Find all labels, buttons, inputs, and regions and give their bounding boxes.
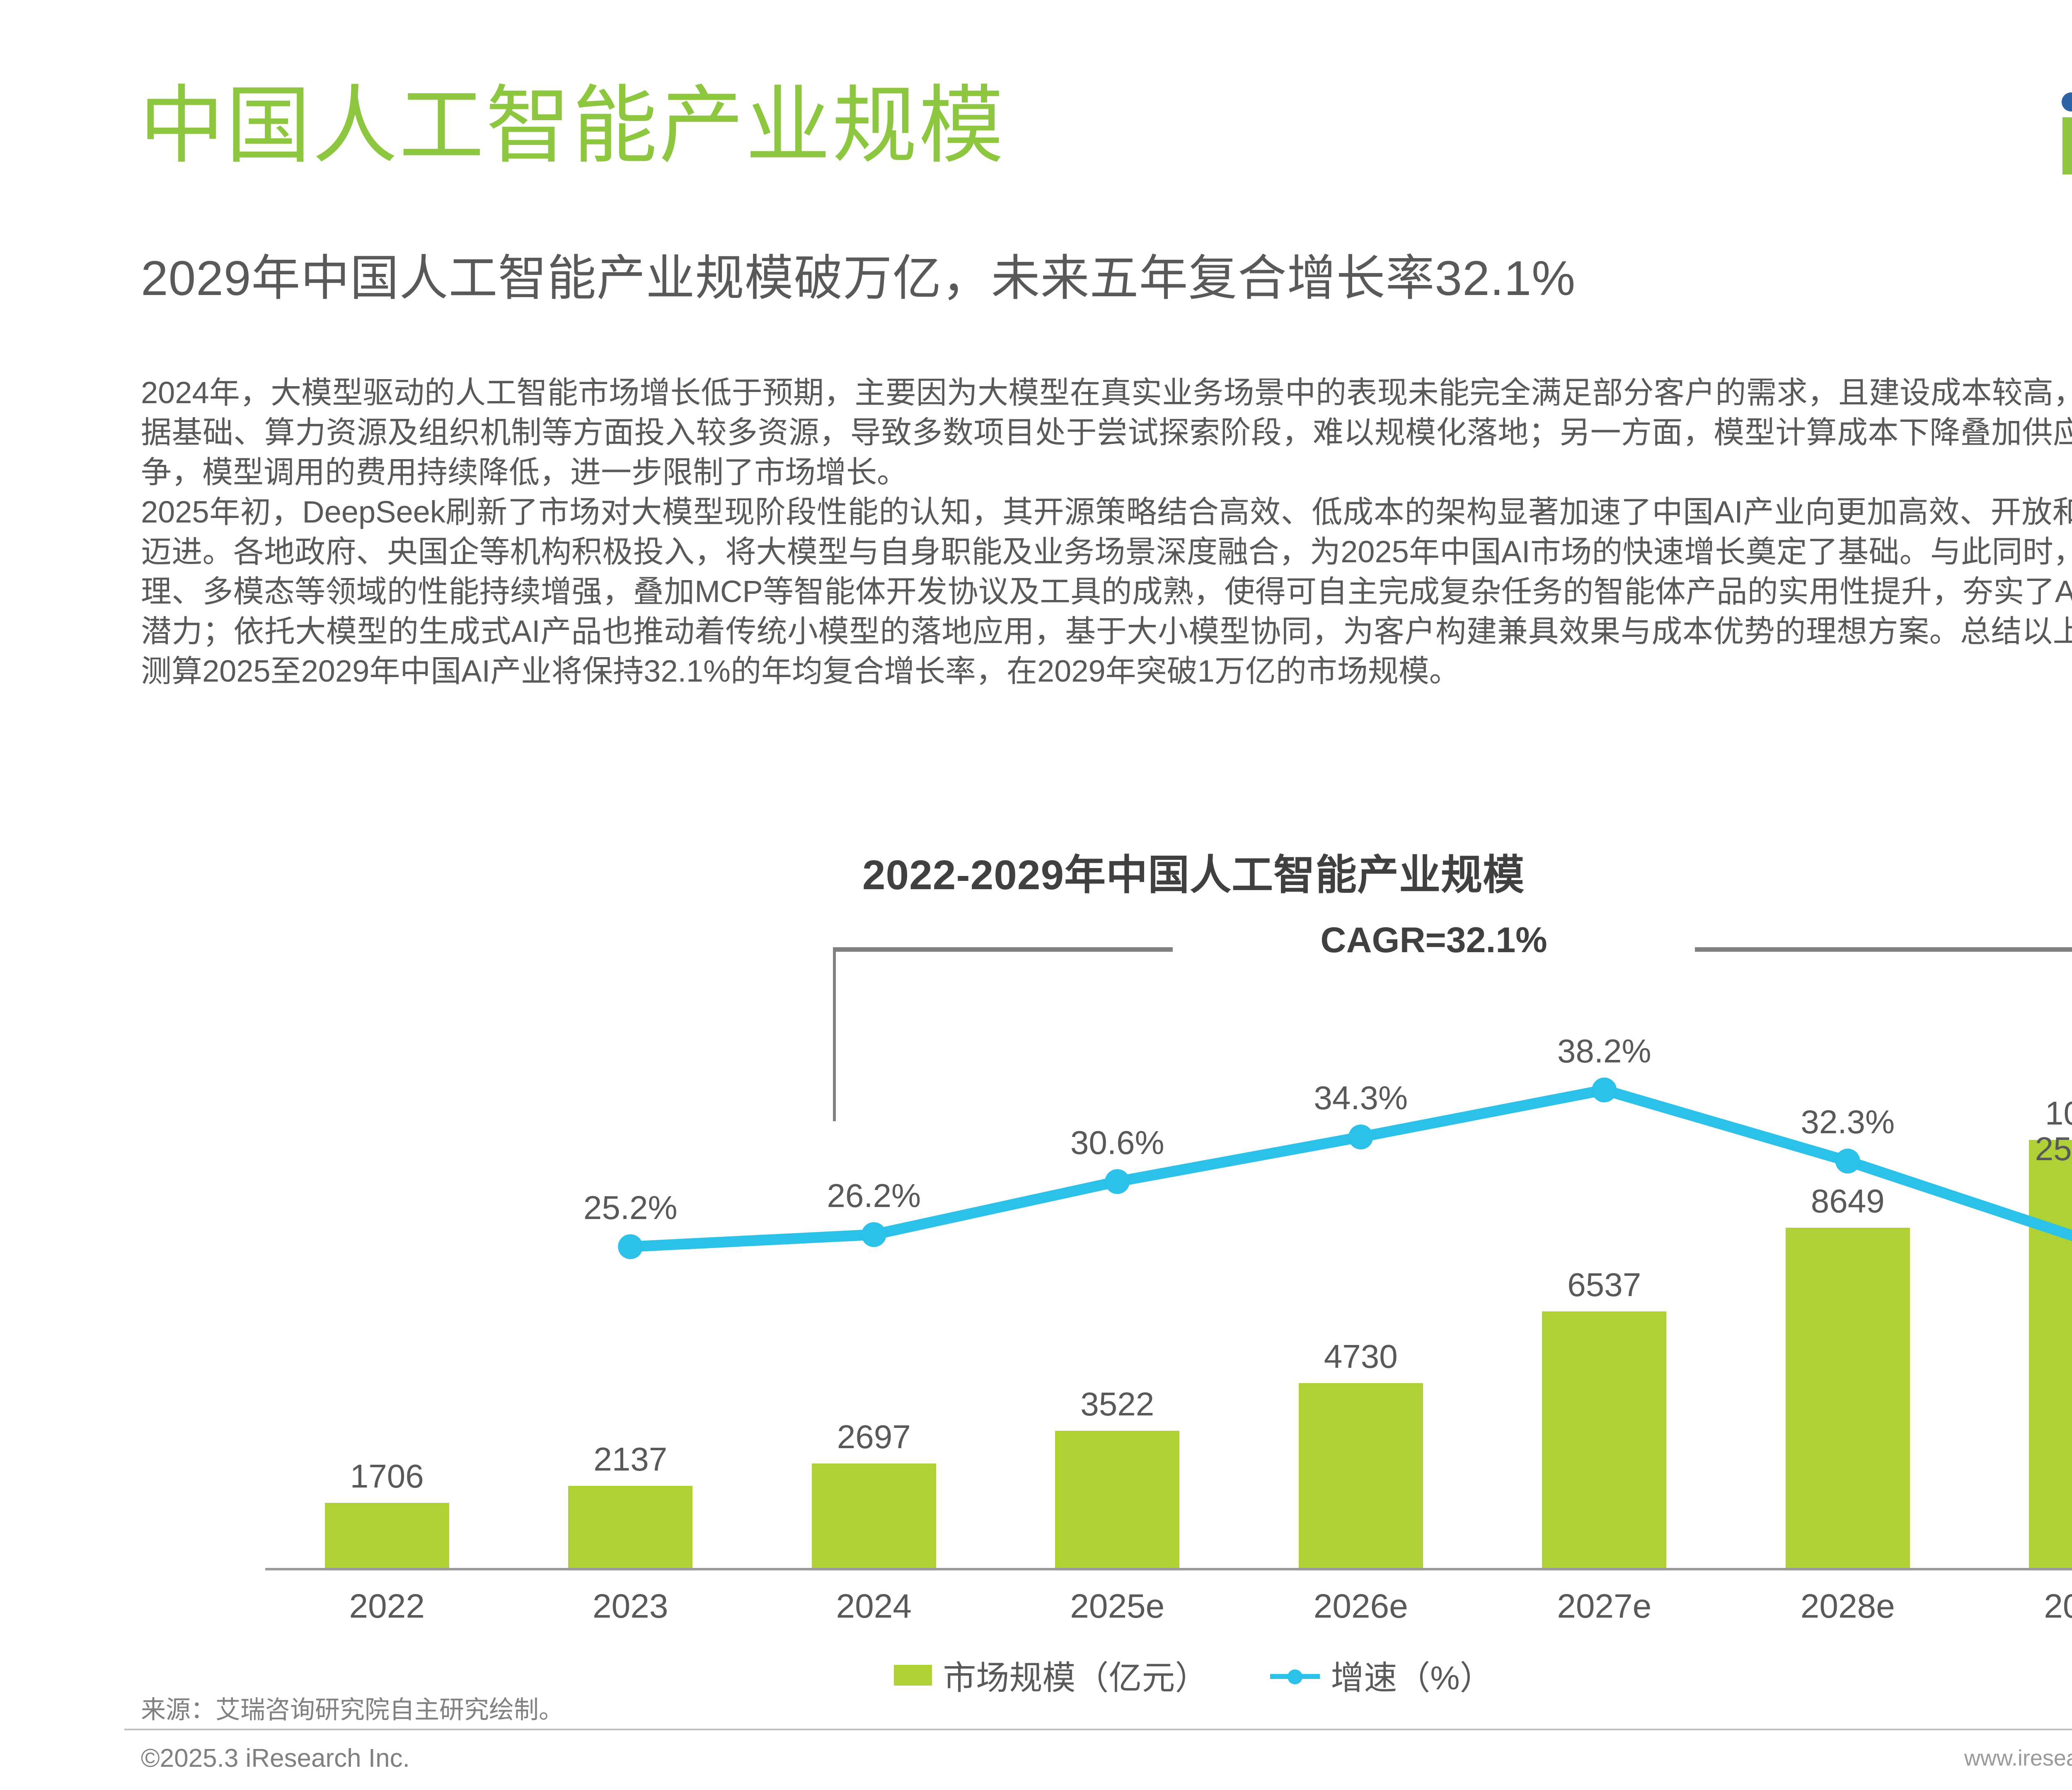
- bar-value-label: 1706: [350, 1457, 424, 1495]
- page-subtitle: 2029年中国人工智能产业规模破万亿，未来五年复合增长率32.1%: [141, 251, 1576, 306]
- chart-baseline: [265, 1568, 2072, 1570]
- logo-i-dot-icon: [2062, 92, 2072, 111]
- source-note: 来源：艾瑞咨询研究院自主研究绘制。: [141, 1696, 564, 1724]
- bar-value-label: 2697: [837, 1418, 911, 1456]
- bar-column: 6537: [1483, 994, 1726, 1570]
- bar-value-label: 8649: [1811, 1182, 1885, 1219]
- legend-item-line: 增速（%）: [1270, 1651, 1493, 1699]
- bar-column: 1706: [265, 994, 509, 1570]
- bar-value-label: 2137: [593, 1440, 668, 1478]
- paragraph-1: 2024年，大模型驱动的人工智能市场增长低于预期，主要因为大模型在真实业务场景中…: [141, 375, 2072, 489]
- bar-column: 2137: [509, 994, 753, 1570]
- bar: [1055, 1431, 1180, 1570]
- chart-title: 2022-2029年中国人工智能产业规模: [862, 852, 1525, 898]
- bar-column: 10863: [1970, 994, 2072, 1570]
- bar-value-label: 4730: [1324, 1338, 1398, 1375]
- x-axis-label: 2023: [593, 1587, 668, 1625]
- growth-value-label: 34.3%: [1314, 1079, 1408, 1116]
- growth-value-label: 32.3%: [1801, 1103, 1895, 1141]
- cagr-label: CAGR=32.1%: [1320, 920, 1547, 960]
- x-axis-label: 2024: [836, 1587, 912, 1625]
- cagr-bracket: CAGR=32.1%: [265, 920, 2072, 1121]
- legend-label-bar: 市场规模（亿元）: [943, 1659, 1208, 1696]
- bar-column: 8649: [1726, 994, 1970, 1570]
- x-axis-label: 2026e: [1313, 1587, 1408, 1625]
- growth-value-label: 25.2%: [583, 1189, 678, 1226]
- bar: [1542, 1311, 1667, 1570]
- chart-plot-area: 1706 2137 2697 3522 4730 6537 8649 10863 25.2% 2…: [265, 994, 2072, 1570]
- x-axis-labels: 2022 2023 2024 2025e 2026e 2027e 2028e 2029e: [265, 1587, 2072, 1637]
- bar-value-label: 10863: [2045, 1094, 2072, 1132]
- legend-line-swatch-icon: [1270, 1665, 1320, 1686]
- cagr-bracket-left-tick: [833, 947, 836, 1121]
- paragraph-2: 2025年初，DeepSeek刷新了市场对大模型现阶段性能的认知，其开源策略结合…: [141, 495, 2072, 688]
- x-axis-label: 2029e: [2044, 1587, 2072, 1625]
- x-axis-label: 2025e: [1070, 1587, 1165, 1625]
- bar-column: 3522: [996, 994, 1239, 1570]
- iresearch-logo: Research 艾瑞咨询: [2057, 56, 2072, 193]
- legend-green-swatch-icon: [894, 1665, 932, 1686]
- footer-divider: [124, 1729, 2072, 1730]
- bar: [811, 1463, 936, 1570]
- bar: [568, 1485, 693, 1570]
- growth-value-label: 25.60%: [2035, 1130, 2072, 1168]
- bar: [1785, 1227, 1910, 1570]
- body-copy: 2024年，大模型驱动的人工智能市场增长低于预期，主要因为大模型在真实业务场景中…: [141, 373, 2072, 691]
- bar: [2029, 1139, 2072, 1570]
- x-axis-label: 2028e: [1800, 1587, 1895, 1625]
- legend-label-line: 增速（%）: [1331, 1659, 1493, 1696]
- growth-value-label: 30.6%: [1070, 1124, 1164, 1161]
- cagr-bracket-left-arm: [833, 947, 1173, 952]
- website-link[interactable]: www.iresearch.com.cn: [1964, 1746, 2072, 1771]
- bar-column: 2697: [752, 994, 996, 1570]
- bar: [324, 1502, 449, 1570]
- x-axis-label: 2027e: [1557, 1587, 1652, 1625]
- growth-value-label: 26.2%: [827, 1177, 921, 1214]
- logo-i-stem-icon: [2062, 117, 2072, 174]
- bar-value-label: 6537: [1567, 1266, 1641, 1303]
- page-title: 中国人工智能产业规模: [139, 78, 1005, 173]
- growth-value-label: 38.2%: [1557, 1032, 1651, 1069]
- cagr-bracket-right-arm: [1695, 947, 2072, 952]
- x-axis-label: 2022: [349, 1587, 425, 1625]
- chart-legend: 市场规模（亿元） 增速（%）: [0, 1651, 2072, 1699]
- bar: [1298, 1383, 1423, 1570]
- bar-column: 4730: [1239, 994, 1483, 1570]
- copyright-text: ©2025.3 iResearch Inc.: [141, 1744, 410, 1773]
- bar-value-label: 3522: [1080, 1386, 1155, 1423]
- legend-item-bar: 市场规模（亿元）: [894, 1651, 1208, 1699]
